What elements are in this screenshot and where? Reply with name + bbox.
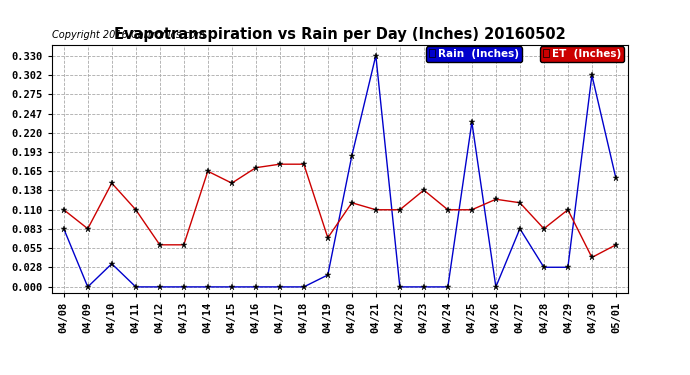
Text: Copyright 2016 Cartronics.com: Copyright 2016 Cartronics.com [52, 30, 205, 40]
Title: Evapotranspiration vs Rain per Day (Inches) 20160502: Evapotranspiration vs Rain per Day (Inch… [114, 27, 566, 42]
Legend: ET  (Inches): ET (Inches) [540, 46, 624, 62]
